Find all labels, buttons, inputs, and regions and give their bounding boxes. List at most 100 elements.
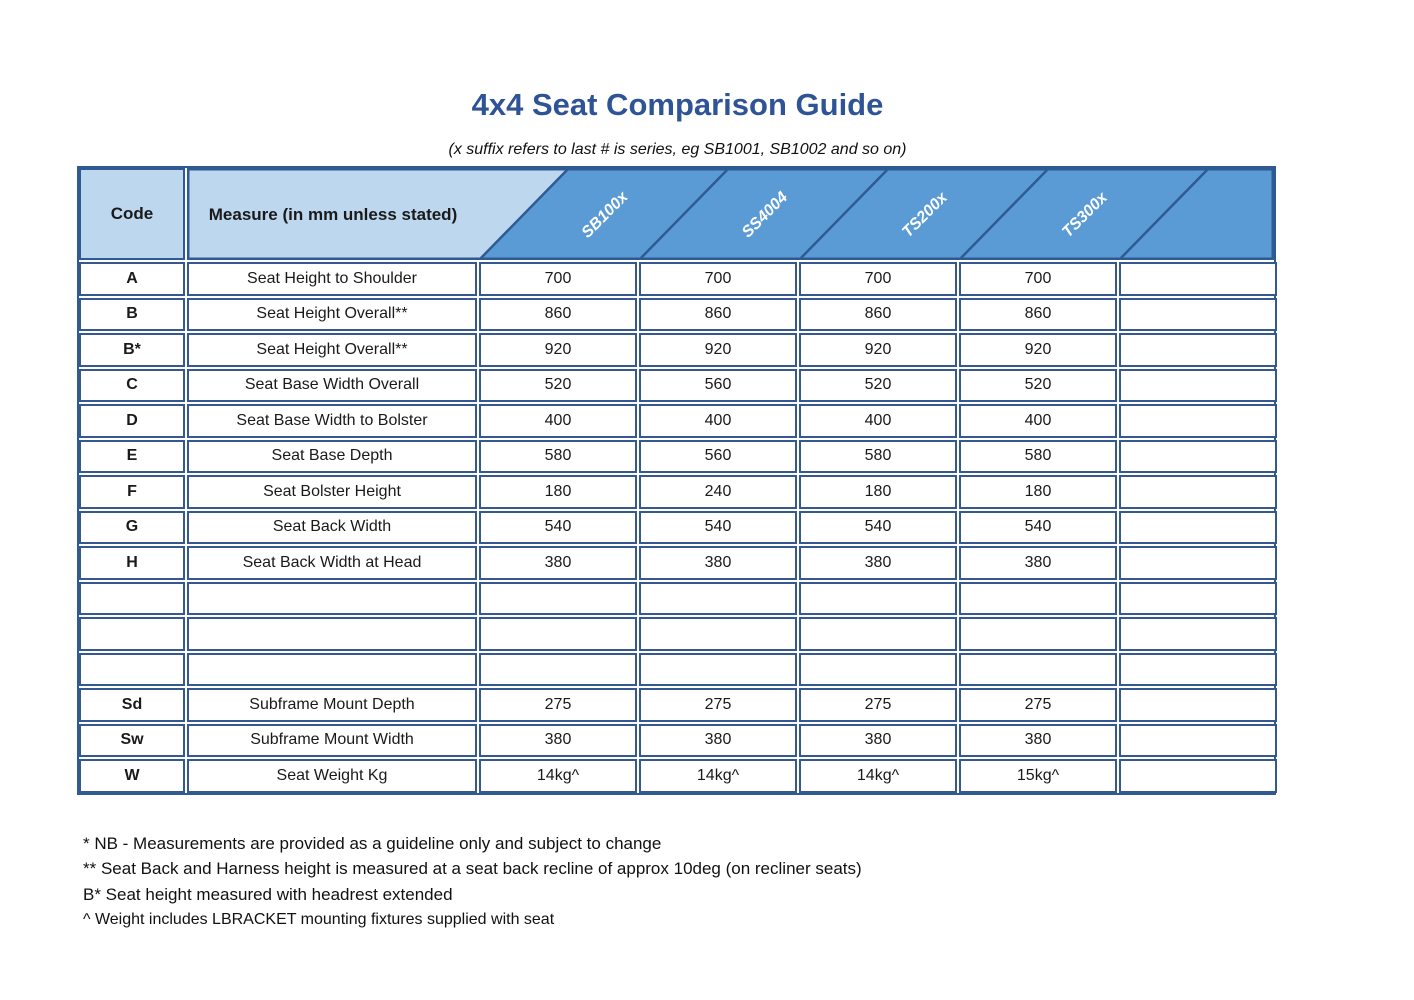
row-value-cell: 380 (959, 546, 1117, 580)
row-value-cell: 14kg^ (639, 759, 797, 793)
table-row (79, 617, 1277, 651)
row-value-cell: 380 (799, 723, 957, 757)
row-value-cell (479, 617, 637, 651)
row-measure-cell: Seat Base Depth (187, 439, 477, 473)
row-value-cell: 275 (479, 688, 637, 722)
table-row: B Seat Height Overall** 860 860 860 860 (79, 297, 1277, 331)
row-value-cell: 380 (479, 546, 637, 580)
row-measure-cell: Seat Base Width to Bolster (187, 404, 477, 438)
row-value-cell: 860 (959, 297, 1117, 331)
row-value-cell: 275 (639, 688, 797, 722)
row-value-cell (1119, 333, 1277, 367)
footnote-headrest: B* Seat height measured with headrest ex… (83, 884, 453, 904)
diagonal-header: Measure (in mm unless stated) SB100x SS4… (187, 168, 1274, 260)
row-value-cell (639, 581, 797, 615)
row-measure-cell: Seat Height to Shoulder (187, 262, 477, 296)
row-code-cell: C (79, 368, 185, 402)
row-measure-cell: Subframe Mount Width (187, 723, 477, 757)
row-measure-cell: Seat Base Width Overall (187, 368, 477, 402)
footnote-weight: ^ Weight includes LBRACKET mounting fixt… (83, 911, 555, 928)
diagonal-divider (638, 168, 730, 260)
row-value-cell: 540 (479, 510, 637, 544)
row-value-cell: 520 (799, 368, 957, 402)
row-value-cell: 520 (479, 368, 637, 402)
table-body: A Seat Height to Shoulder 700 700 700 70… (79, 262, 1277, 793)
seat-comparison-table: Code Measure (in mm unless stated) (77, 166, 1277, 795)
row-code-cell: E (79, 439, 185, 473)
row-measure-cell: Seat Weight Kg (187, 759, 477, 793)
row-code-cell: Sw (79, 723, 185, 757)
row-measure-cell: Seat Height Overall** (187, 297, 477, 331)
row-value-cell: 540 (639, 510, 797, 544)
row-value-cell (1119, 688, 1277, 722)
row-value-cell: 240 (639, 475, 797, 509)
row-value-cell: 380 (639, 546, 797, 580)
row-value-cell: 920 (799, 333, 957, 367)
row-value-cell: 400 (479, 404, 637, 438)
row-code-cell: B (79, 297, 185, 331)
table-row: Sw Subframe Mount Width 380 380 380 380 (79, 723, 1277, 757)
row-value-cell: 14kg^ (479, 759, 637, 793)
row-value-cell: 180 (479, 475, 637, 509)
row-value-cell: 860 (639, 297, 797, 331)
row-value-cell (1119, 759, 1277, 793)
row-value-cell: 180 (959, 475, 1117, 509)
row-value-cell: 400 (639, 404, 797, 438)
row-value-cell: 560 (639, 439, 797, 473)
header-measure-label: Measure (in mm unless stated) (209, 205, 457, 224)
page-title: 4x4 Seat Comparison Guide (471, 87, 884, 122)
footnotes: * NB - Measurements are provided as a gu… (83, 831, 1278, 933)
row-value-cell (1119, 652, 1277, 686)
row-measure-cell: Seat Height Overall** (187, 333, 477, 367)
document-content: 4x4 Seat Comparison Guide (x suffix refe… (77, 0, 1278, 933)
row-value-cell: 380 (799, 546, 957, 580)
row-value-cell (959, 581, 1117, 615)
row-measure-cell (187, 652, 477, 686)
row-code-cell (79, 652, 185, 686)
header-code-cell: Code (79, 168, 185, 260)
row-value-cell: 920 (479, 333, 637, 367)
table-row (79, 652, 1277, 686)
row-code-cell: G (79, 510, 185, 544)
row-measure-cell: Subframe Mount Depth (187, 688, 477, 722)
row-value-cell (1119, 546, 1277, 580)
row-value-cell (959, 652, 1117, 686)
row-value-cell: 380 (959, 723, 1117, 757)
row-value-cell: 860 (479, 297, 637, 331)
table-row: A Seat Height to Shoulder 700 700 700 70… (79, 262, 1277, 296)
row-value-cell: 580 (959, 439, 1117, 473)
row-value-cell (1119, 262, 1277, 296)
diagonal-divider (1118, 168, 1210, 260)
row-value-cell: 580 (479, 439, 637, 473)
row-measure-cell: Seat Back Width (187, 510, 477, 544)
row-value-cell: 540 (959, 510, 1117, 544)
row-value-cell (479, 652, 637, 686)
row-code-cell: B* (79, 333, 185, 367)
page-subtitle: (x suffix refers to last # is series, eg… (448, 141, 907, 158)
row-value-cell: 560 (639, 368, 797, 402)
row-value-cell: 700 (479, 262, 637, 296)
row-measure-cell: Seat Bolster Height (187, 475, 477, 509)
row-value-cell: 380 (479, 723, 637, 757)
row-value-cell (1119, 723, 1277, 757)
row-value-cell: 700 (799, 262, 957, 296)
table-row: G Seat Back Width 540 540 540 540 (79, 510, 1277, 544)
table-row (79, 581, 1277, 615)
table-row: C Seat Base Width Overall 520 560 520 52… (79, 368, 1277, 402)
row-measure-cell (187, 617, 477, 651)
row-value-cell: 920 (639, 333, 797, 367)
footnote-recline: ** Seat Back and Harness height is measu… (83, 859, 862, 878)
diagonal-divider (958, 168, 1050, 260)
row-code-cell: A (79, 262, 185, 296)
table-row: D Seat Base Width to Bolster 400 400 400… (79, 404, 1277, 438)
row-value-cell: 860 (799, 297, 957, 331)
row-value-cell: 920 (959, 333, 1117, 367)
row-measure-cell (187, 581, 477, 615)
row-code-cell (79, 581, 185, 615)
product-header-bg (479, 168, 1274, 260)
row-value-cell (1119, 368, 1277, 402)
measure-header-bg (187, 168, 569, 260)
row-value-cell (1119, 297, 1277, 331)
table-row: H Seat Back Width at Head 380 380 380 38… (79, 546, 1277, 580)
